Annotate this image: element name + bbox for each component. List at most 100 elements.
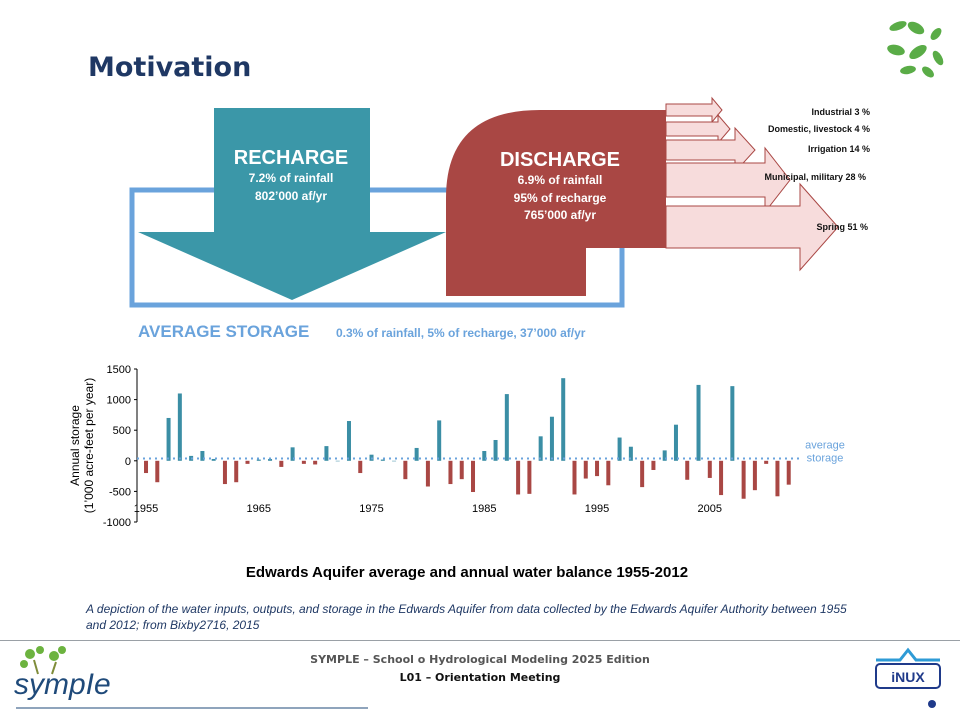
- logo-stems: [33, 659, 57, 675]
- recharge-line2: 802’000 af/yr: [255, 189, 327, 203]
- bar-1977: [392, 460, 397, 462]
- bar-2012: [786, 460, 791, 485]
- bar-1980: [425, 460, 430, 487]
- bar-1976: [380, 459, 385, 461]
- bar-1971: [324, 446, 329, 461]
- footer-title: SYMPLE – School o Hydrological Modeling …: [310, 653, 650, 666]
- inux-logo: iNUX: [875, 647, 941, 708]
- x-tick-label: 1975: [359, 503, 383, 515]
- logo-dot: [928, 700, 936, 708]
- logo-roof: [876, 647, 940, 662]
- discharge-title: DISCHARGE: [500, 149, 620, 171]
- figure-caption: A depiction of the water inputs, outputs…: [86, 602, 847, 632]
- bar-2003: [685, 460, 690, 480]
- output-arrow-domestic: [665, 113, 731, 145]
- inux-wordmark: iNUX: [891, 669, 925, 685]
- bar-1956: [155, 460, 160, 483]
- leaf-shape: [922, 66, 934, 78]
- bar-2010: [764, 460, 769, 464]
- bar-2004: [696, 384, 701, 461]
- footer-divider: [0, 640, 960, 641]
- leaf-shape: [887, 44, 905, 56]
- bar-1968: [290, 447, 295, 461]
- leaf-dot: [58, 646, 66, 654]
- bar-1998: [628, 446, 633, 461]
- output-arrow-industrial: [665, 96, 723, 124]
- bar-1999: [640, 460, 645, 488]
- output-arrow-spring: [665, 182, 839, 272]
- average-storage-label: average storage: [805, 440, 845, 465]
- bar-1982: [448, 460, 453, 485]
- leaf-dot: [36, 646, 44, 654]
- bar-1967: [279, 460, 284, 467]
- y-axis-label-line: (1’000 acre-feet per year): [82, 378, 96, 513]
- bar-1994: [583, 460, 588, 479]
- bar-2002: [673, 424, 678, 461]
- bar-1955: [144, 460, 149, 474]
- bar-1972: [335, 460, 340, 462]
- bar-1990: [538, 436, 543, 461]
- output-label-spring: Spring 51 %: [816, 222, 868, 232]
- x-tick-label: 1955: [134, 503, 158, 515]
- symple-logo: sympIe: [14, 646, 368, 709]
- bar-2007: [730, 386, 735, 461]
- bar-1983: [459, 460, 464, 480]
- bar-2001: [662, 450, 667, 461]
- discharge-line3: 765’000 af/yr: [524, 208, 596, 222]
- x-tick-label: 1965: [247, 503, 271, 515]
- discharge-line1: 6.9% of rainfall: [518, 173, 603, 187]
- bar-1987: [504, 394, 509, 461]
- bar-1965: [256, 459, 261, 461]
- y-tick-label: 500: [113, 425, 131, 437]
- output-label-irrigation: Irrigation 14 %: [808, 144, 870, 154]
- bar-1981: [437, 420, 442, 461]
- recharge-arrow: [138, 108, 446, 300]
- x-tick-label: 1995: [585, 503, 609, 515]
- bar-1993: [572, 460, 577, 495]
- bar-1995: [595, 460, 600, 477]
- bar-1974: [358, 460, 363, 474]
- leaf-dot: [20, 660, 28, 668]
- output-arrow-irrigation: [665, 126, 756, 174]
- output-label-domestic: Domestic, livestock 4 %: [768, 124, 870, 134]
- bar-1960: [200, 451, 205, 461]
- leaf-dot: [49, 651, 59, 661]
- y-axis-label: Annual storage(1’000 acre-feet per year): [68, 378, 96, 513]
- bar-1986: [493, 439, 498, 461]
- leaf-logo: [887, 21, 944, 78]
- bar-1962: [222, 460, 227, 485]
- y-tick-label: -500: [109, 486, 131, 498]
- storage-title: AVERAGE STORAGE: [138, 322, 309, 341]
- leaf-shape: [907, 21, 925, 35]
- leaf-shape: [930, 28, 942, 40]
- bar-2008: [741, 460, 746, 499]
- leaf-shape: [889, 21, 907, 31]
- bar-1957: [166, 417, 171, 461]
- y-tick-label: 0: [125, 456, 131, 468]
- y-tick-label: 1500: [107, 364, 131, 376]
- bar-1958: [177, 393, 182, 461]
- bar-2005: [707, 460, 712, 478]
- bar-1991: [549, 416, 554, 461]
- bar-1966: [268, 458, 273, 461]
- storage-detail: 0.3% of rainfall, 5% of recharge, 37’000…: [336, 326, 586, 340]
- footer-subtitle: L01 – Orientation Meeting: [399, 671, 561, 684]
- recharge-title: RECHARGE: [234, 147, 348, 169]
- discharge-line2: 95% of recharge: [514, 191, 607, 205]
- bar-1969: [301, 460, 306, 464]
- logo-frame: [875, 663, 941, 689]
- bar-1984: [471, 460, 476, 493]
- y-tick-label: -1000: [103, 517, 131, 529]
- average-storage-label-line: storage: [807, 453, 844, 465]
- recharge-line1: 7.2% of rainfall: [249, 171, 334, 185]
- bar-1996: [606, 460, 611, 486]
- leaf-shape: [932, 50, 944, 66]
- slide-title: Motivation: [88, 52, 252, 83]
- bar-1979: [414, 447, 419, 461]
- bar-1985: [482, 451, 487, 461]
- y-axis-label-line: Annual storage: [68, 405, 82, 486]
- bar-1963: [234, 460, 239, 483]
- bar-1992: [561, 378, 566, 461]
- output-label-municipal: Municipal, military 28 %: [764, 172, 866, 182]
